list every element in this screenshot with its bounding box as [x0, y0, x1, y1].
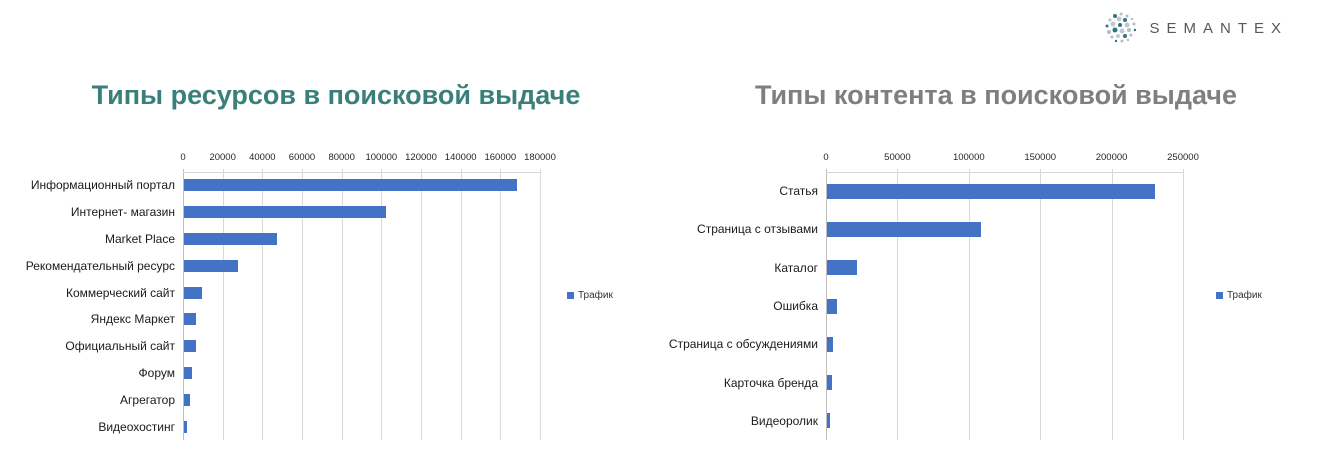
axis-tick-label: 160000 — [484, 152, 517, 163]
bar — [184, 313, 196, 326]
gridline — [421, 169, 422, 440]
category-label: Статья — [779, 184, 818, 199]
category-label: Видеоролик — [750, 413, 818, 428]
category-label: Интернет- магазин — [70, 205, 175, 220]
category-label: Официальный сайт — [65, 339, 175, 354]
axis-tick-label: 150000 — [1024, 152, 1057, 163]
axis-line — [183, 169, 184, 440]
legend-label: Трафик — [1227, 290, 1262, 301]
bar — [184, 340, 196, 353]
gridline — [460, 169, 462, 440]
axis-tick-label: 60000 — [288, 152, 316, 163]
bar — [184, 367, 192, 379]
gridline — [540, 169, 541, 440]
bar — [184, 233, 278, 245]
legend-label: Трафик — [578, 290, 613, 301]
bar — [827, 260, 857, 276]
bar — [184, 206, 387, 219]
logo-sphere-icon — [1105, 12, 1137, 43]
gridline — [302, 169, 303, 440]
category-label: Карточка бренда — [723, 375, 818, 390]
category-label: Каталог — [774, 260, 818, 275]
bar — [827, 298, 837, 314]
gridline — [262, 169, 264, 440]
plot-border-top — [183, 172, 541, 173]
axis-line — [826, 169, 827, 440]
gridline — [500, 169, 502, 440]
left-chart-title: Типы ресурсов в поисковой выдаче — [91, 80, 581, 110]
gridline — [968, 169, 970, 440]
bar — [184, 286, 202, 299]
category-label: Ошибка — [773, 299, 818, 313]
category-label: Яндекс Маркет — [90, 312, 175, 327]
plot-border-top — [826, 172, 1184, 173]
logo-text: SEMANTEX — [1149, 19, 1288, 37]
axis-tick-label: 120000 — [405, 152, 437, 163]
category-label: Агрегатор — [120, 392, 175, 407]
category-label: Видеохостинг — [98, 419, 175, 434]
axis-tick-label: 0 — [180, 152, 186, 163]
axis-tick-label: 180000 — [524, 152, 556, 163]
gridline — [897, 169, 899, 440]
bar — [184, 393, 190, 406]
bar — [827, 183, 1156, 199]
gridline — [222, 169, 224, 440]
bar — [827, 413, 830, 429]
legend-swatch-icon — [1216, 292, 1223, 299]
bar — [827, 375, 832, 391]
axis-tick-label: 200000 — [1095, 152, 1128, 163]
legend: Трафик — [1216, 290, 1262, 301]
axis-tick-label: 140000 — [444, 152, 477, 163]
gridline — [341, 169, 343, 440]
axis-tick-label: 50000 — [884, 152, 911, 163]
legend: Трафик — [567, 290, 613, 301]
axis-tick-label: 40000 — [249, 152, 276, 163]
category-label: Рекомендательный ресурс — [25, 258, 175, 273]
category-label: Информационный портал — [30, 178, 175, 193]
axis-tick-label: 100000 — [365, 152, 398, 163]
category-label: Market Place — [104, 232, 175, 246]
legend-swatch-icon — [567, 292, 574, 299]
gridline — [381, 169, 383, 440]
bar — [827, 221, 982, 237]
category-label: Страница с обсуждениями — [668, 337, 818, 352]
axis-tick-label: 100000 — [952, 152, 985, 163]
category-label: Форум — [138, 366, 175, 380]
category-label: Коммерческий сайт — [65, 285, 175, 300]
axis-tick-label: 80000 — [328, 152, 355, 163]
axis-tick-label: 250000 — [1167, 152, 1199, 163]
bar — [827, 336, 834, 352]
bar — [184, 420, 188, 433]
gridline — [1040, 169, 1042, 440]
axis-tick-label: 20000 — [209, 152, 236, 163]
bar — [184, 259, 238, 272]
logo: SEMANTEX — [1103, 10, 1288, 46]
gridline — [1111, 169, 1113, 440]
gridline — [1183, 169, 1184, 440]
category-label: Страница с отзывами — [697, 222, 818, 237]
bar — [184, 179, 518, 192]
right-chart-title: Типы контента в поисковой выдаче — [754, 80, 1237, 110]
axis-tick-label: 0 — [823, 152, 829, 163]
